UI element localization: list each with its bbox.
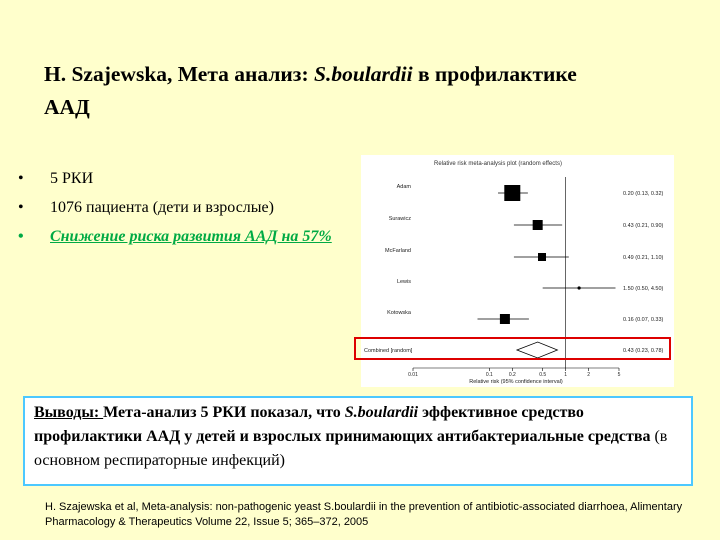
combined-label: Combined [random]: [364, 348, 413, 354]
study-point: [504, 185, 521, 201]
study-point: [499, 314, 510, 324]
study-point: [577, 286, 581, 290]
plot-header: Relative risk meta-analysis plot (random…: [434, 161, 562, 167]
bullet-item: • 1076 пациента (дети и взрослые): [18, 193, 332, 222]
title-suffix: в профилактике ААД: [44, 62, 577, 119]
x-tick-label: 0.1: [486, 372, 493, 378]
study-label: Kotowska: [387, 310, 412, 316]
study-ci-text: 0.16 (0.07, 0.33): [623, 317, 664, 323]
conclusion-box: Выводы: Мета-анализ 5 РКИ показал, что S…: [23, 396, 693, 486]
study-ci-text: 0.43 (0.21, 0.90): [623, 223, 664, 229]
study-ci-text: 0.20 (0.13, 0.32): [623, 191, 664, 197]
study-label: Lewis: [397, 279, 411, 285]
bullet-marker: •: [18, 199, 24, 216]
title-species: S.boulardii: [313, 62, 413, 86]
reference-citation: H. Szajewska et al, Meta-analysis: non-p…: [45, 501, 683, 528]
bullet-item-highlight: • Снижение риска развития ААД на 57%: [18, 222, 332, 251]
study-point: [532, 220, 543, 230]
conclusion-paren: (в основном респираторные инфекций): [34, 428, 668, 469]
study-label: McFarland: [385, 248, 411, 254]
forest-plot-svg: Relative risk meta-analysis plot (random…: [364, 161, 664, 385]
slide-title: H. Szajewska, Мета анализ: S.boulardii в…: [44, 58, 604, 124]
x-tick-label: 5: [618, 372, 621, 378]
conclusion-species: S.boulardii: [344, 404, 419, 421]
study-label: Adam: [397, 184, 412, 190]
conclusion-text-1: Мета-анализ 5 РКИ показал, что: [103, 404, 345, 421]
bullet-marker: •: [18, 170, 24, 187]
conclusion-label: Выводы:: [34, 404, 104, 421]
x-tick-label: 0.5: [539, 372, 546, 378]
bullet-text: Снижение риска развития ААД на 57%: [50, 228, 332, 245]
combined-highlight-frame: [354, 337, 671, 360]
bullet-marker: •: [18, 228, 24, 245]
x-tick-label: 0.01: [408, 372, 418, 378]
bullet-item: • 5 РКИ: [18, 164, 332, 193]
combined-diamond: [515, 341, 559, 359]
bullet-text: 1076 пациента (дети и взрослые): [50, 199, 274, 216]
bullet-list: • 5 РКИ • 1076 пациента (дети и взрослые) …: [18, 164, 332, 251]
forest-plot: Relative risk meta-analysis plot (random…: [361, 155, 674, 387]
conclusion-text-2: эффективное средство профилактики ААД у …: [34, 404, 655, 445]
study-label: Surawicz: [389, 216, 412, 222]
study-point: [538, 253, 547, 261]
study-ci-text: 0.49 (0.21, 1.10): [623, 255, 664, 261]
title-prefix: H. Szajewska, Мета анализ:: [44, 62, 314, 86]
combined-ci-text: 0.43 (0.23, 0.78): [623, 348, 664, 354]
study-ci-text: 1.50 (0.50, 4.50): [623, 286, 664, 292]
x-axis-label: Relative risk (95% confidence interval): [469, 379, 563, 385]
x-tick-label: 1: [564, 372, 567, 378]
x-tick-label: 0.2: [509, 372, 516, 378]
bullet-text: 5 РКИ: [50, 170, 94, 187]
x-tick-label: 2: [587, 372, 590, 378]
